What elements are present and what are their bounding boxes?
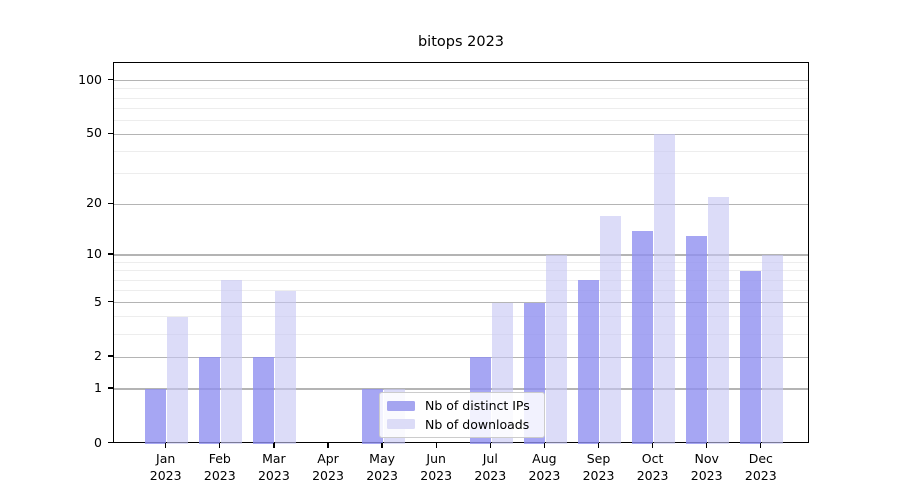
y-gridline-major: [114, 203, 808, 205]
y-tick-label: 10: [86, 246, 102, 262]
x-tick-mark: [219, 443, 221, 448]
x-tick-label: Feb 2023: [203, 451, 236, 483]
x-tick-mark: [706, 443, 708, 448]
bar-distinct-ips: [361, 389, 383, 444]
y-tick-mark: [108, 441, 113, 444]
y-gridline-minor: [114, 151, 808, 153]
bar-downloads: [167, 316, 189, 444]
legend-item: Nb of distinct IPs: [387, 398, 537, 413]
y-gridline-minor: [114, 119, 808, 121]
y-gridline-major: [114, 254, 808, 256]
y-gridline-minor: [114, 290, 808, 292]
y-tick-mark: [108, 79, 113, 81]
y-gridline-minor: [114, 88, 808, 90]
chart-title: bitops 2023: [417, 34, 505, 50]
bar-distinct-ips: [740, 270, 762, 444]
y-gridline-major: [114, 388, 808, 390]
x-tick-mark: [489, 443, 491, 448]
bar-distinct-ips: [145, 389, 167, 444]
bar-distinct-ips: [632, 230, 654, 444]
legend-item: Nb of downloads: [387, 417, 537, 432]
x-tick-mark: [597, 443, 600, 448]
y-tick-label: 20: [86, 195, 102, 211]
y-tick-label: 1: [94, 380, 102, 396]
bar-downloads: [762, 255, 784, 444]
y-gridline-minor: [114, 270, 808, 272]
x-tick-mark: [327, 443, 329, 448]
x-tick-label: Jul 2023: [474, 451, 507, 483]
y-tick-mark: [108, 202, 113, 204]
bar-downloads: [545, 255, 567, 444]
bar-distinct-ips: [686, 236, 708, 444]
x-tick-label: Sep 2023: [582, 451, 615, 483]
x-tick-label: Mar 2023: [257, 451, 290, 483]
y-gridline-minor: [114, 316, 808, 318]
y-tick-label: 0: [94, 434, 102, 450]
y-gridline-minor: [114, 97, 808, 99]
x-tick-label: Dec 2023: [744, 451, 777, 483]
y-tick-label: 50: [86, 125, 102, 141]
x-tick-label: May 2023: [366, 451, 398, 483]
y-tick-mark: [108, 132, 113, 135]
bar-downloads: [708, 197, 730, 444]
y-tick-label: 2: [94, 348, 102, 364]
bar-downloads: [221, 280, 243, 444]
y-tick-mark: [108, 355, 113, 357]
x-tick-mark: [651, 443, 654, 448]
y-tick-label: 100: [78, 71, 102, 87]
x-tick-mark: [381, 443, 383, 448]
x-tick-label: Jan 2023: [149, 451, 182, 483]
bar-downloads: [654, 134, 676, 444]
legend-swatch-distinct-ips: [387, 401, 415, 411]
x-tick-label: Aug 2023: [528, 451, 561, 483]
legend-swatch-downloads: [387, 419, 415, 429]
x-tick-mark: [543, 443, 546, 448]
legend-label: Nb of downloads: [425, 416, 530, 432]
y-gridline-major: [114, 302, 808, 304]
x-tick-label: Apr 2023: [312, 451, 344, 483]
y-gridline-minor: [114, 107, 808, 109]
bar-distinct-ips: [578, 280, 599, 444]
y-tick-mark: [108, 387, 113, 389]
legend-label: Nb of distinct IPs: [425, 398, 530, 414]
bar-downloads: [275, 290, 297, 444]
y-gridline-minor: [114, 173, 808, 175]
plot-area: [113, 62, 809, 444]
x-tick-label: Jun 2023: [420, 451, 453, 483]
x-tick-mark: [435, 443, 437, 448]
x-tick-label: Nov 2023: [690, 451, 723, 483]
x-tick-mark: [165, 443, 167, 448]
bar-distinct-ips: [253, 357, 275, 444]
y-tick-label: 5: [94, 293, 102, 309]
x-tick-label: Oct 2023: [636, 451, 669, 483]
y-tick-mark: [108, 253, 113, 255]
bar-distinct-ips: [199, 357, 221, 444]
x-tick-mark: [760, 443, 762, 448]
legend: Nb of distinct IPs Nb of downloads: [379, 392, 545, 438]
y-gridline-minor: [114, 334, 808, 336]
x-tick-mark: [273, 443, 275, 448]
y-gridline-major: [114, 133, 808, 136]
y-gridline-minor: [114, 262, 808, 264]
y-gridline-major: [114, 356, 808, 358]
y-tick-mark: [108, 300, 113, 303]
bar-downloads: [600, 216, 621, 444]
y-gridline-minor: [114, 279, 808, 281]
y-gridline-major: [114, 80, 808, 82]
